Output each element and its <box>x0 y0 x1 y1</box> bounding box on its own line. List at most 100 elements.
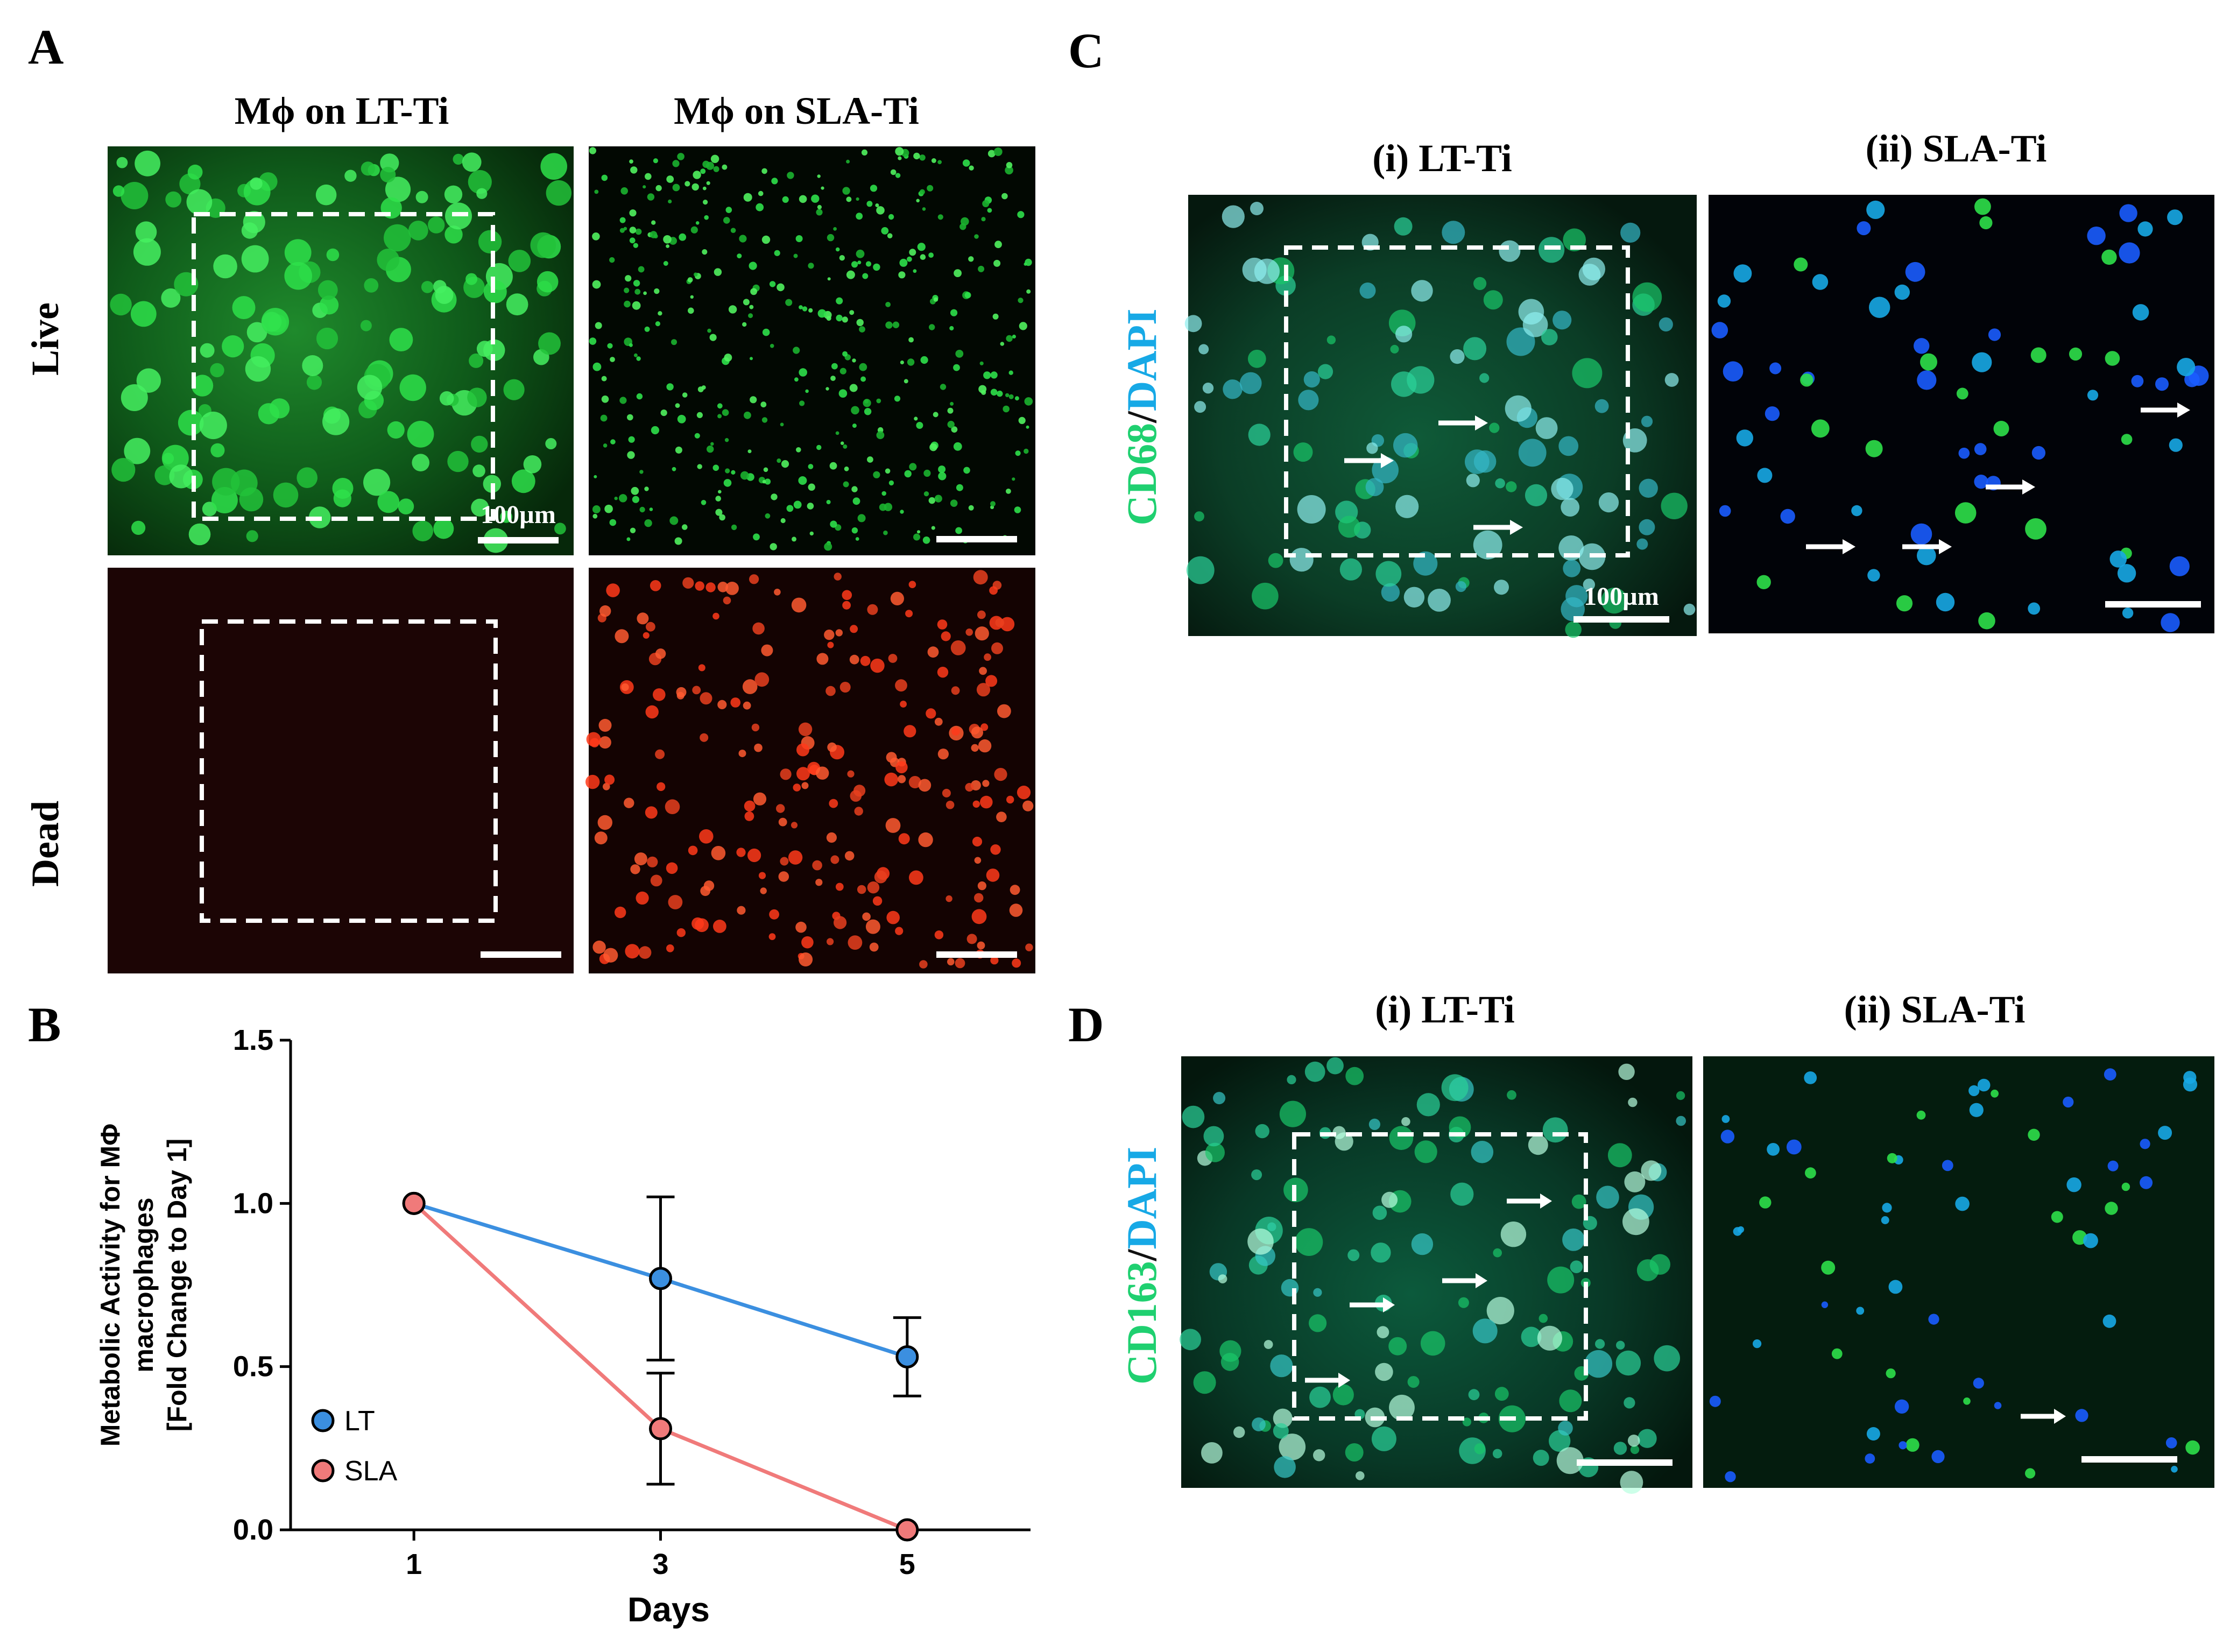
cell-mark <box>909 463 917 471</box>
cell-mark <box>809 531 814 536</box>
arrow-icon <box>1902 539 1952 554</box>
cell-mark <box>316 327 338 350</box>
cell-mark <box>632 496 639 503</box>
cell-mark <box>760 887 767 894</box>
cell-mark <box>898 833 910 845</box>
cell-mark <box>1596 1185 1619 1209</box>
cell-mark <box>987 150 996 158</box>
arrow-icon <box>1986 479 2035 495</box>
cell-mark <box>938 465 946 474</box>
cell-mark <box>246 530 258 542</box>
cell-mark <box>934 930 944 940</box>
cell-mark <box>904 470 912 478</box>
cell-mark <box>947 958 955 966</box>
cell-mark <box>469 353 484 368</box>
cell-mark <box>899 258 908 267</box>
cell-mark <box>668 199 672 203</box>
cell-mark <box>210 443 225 457</box>
cell-mark <box>982 200 990 207</box>
cell-mark <box>947 421 955 428</box>
cell-mark <box>705 582 716 592</box>
cell-mark <box>645 173 652 180</box>
cell-mark <box>796 767 810 781</box>
cell-mark <box>762 479 766 484</box>
cell-mark <box>1583 578 1595 591</box>
cell-mark <box>546 180 571 206</box>
cell-mark <box>636 393 643 400</box>
cell-mark <box>633 353 638 357</box>
cell-mark <box>1559 1389 1582 1413</box>
cell-mark <box>2119 242 2140 264</box>
cell-mark <box>629 343 633 347</box>
scale-bar <box>478 537 559 543</box>
arrow-icon <box>1507 1194 1552 1209</box>
x-axis-label: Days <box>627 1590 710 1629</box>
cell-mark <box>1326 1057 1344 1075</box>
cell-mark <box>1489 422 1500 433</box>
cell-mark <box>1359 283 1376 299</box>
cell-mark <box>1572 358 1603 389</box>
cell-mark <box>643 291 647 295</box>
cell-mark <box>651 426 659 435</box>
cell-mark <box>604 774 615 785</box>
cell-mark <box>675 446 682 454</box>
cell-mark <box>471 435 488 453</box>
cell-mark <box>737 253 742 259</box>
cell-mark <box>954 269 962 277</box>
cell-mark <box>638 946 652 959</box>
cell-mark <box>637 612 649 625</box>
cell-mark <box>650 874 662 887</box>
cell-mark <box>360 320 372 331</box>
cell-mark <box>1008 370 1013 375</box>
cell-mark <box>808 308 813 313</box>
cell-mark <box>866 201 873 207</box>
cell-mark <box>1894 1399 1909 1414</box>
cell-mark <box>699 829 714 844</box>
cell-mark <box>736 848 746 857</box>
cell-mark <box>1473 277 1487 291</box>
cell-mark <box>994 768 1007 781</box>
cell-mark <box>839 682 851 693</box>
micrograph-cd163-lt <box>1180 1056 1692 1494</box>
cell-mark <box>922 536 930 544</box>
cell-mark <box>131 520 146 535</box>
cell-mark <box>1026 289 1031 294</box>
cell-mark <box>384 224 411 252</box>
cell-mark <box>1786 1139 1802 1155</box>
cell-mark <box>1736 429 1753 447</box>
cell-mark <box>799 305 803 309</box>
cell-mark <box>1641 415 1653 427</box>
cell-mark <box>758 190 764 196</box>
cell-mark <box>750 357 753 361</box>
cell-mark <box>1338 516 1360 538</box>
cell-mark <box>1303 371 1320 388</box>
cell-mark <box>614 497 618 500</box>
cell-mark <box>971 726 983 739</box>
cell-mark <box>886 752 897 763</box>
cell-mark <box>895 147 904 156</box>
cell-mark <box>964 292 971 299</box>
cell-mark <box>586 732 601 747</box>
cell-mark <box>991 642 1003 654</box>
cell-mark <box>2109 550 2127 568</box>
cell-mark <box>992 313 999 320</box>
cell-mark <box>769 281 776 287</box>
cell-mark <box>965 629 973 636</box>
cell-mark <box>1254 258 1280 284</box>
cell-mark <box>885 321 893 329</box>
arrow-icon <box>1438 415 1488 430</box>
cell-mark <box>857 885 866 894</box>
cell-mark <box>666 862 678 874</box>
cell-mark <box>876 431 885 440</box>
cell-mark <box>1620 222 1641 243</box>
cell-mark <box>1958 447 1970 459</box>
cell-mark <box>920 254 926 260</box>
cell-mark <box>1326 335 1336 344</box>
cell-mark <box>731 524 737 531</box>
cell-mark <box>421 281 434 293</box>
cell-mark <box>990 501 996 507</box>
cell-mark <box>1309 1314 1327 1332</box>
cell-mark <box>677 153 684 160</box>
cell-mark <box>801 782 809 789</box>
panel-b-letter: B <box>28 997 61 1052</box>
